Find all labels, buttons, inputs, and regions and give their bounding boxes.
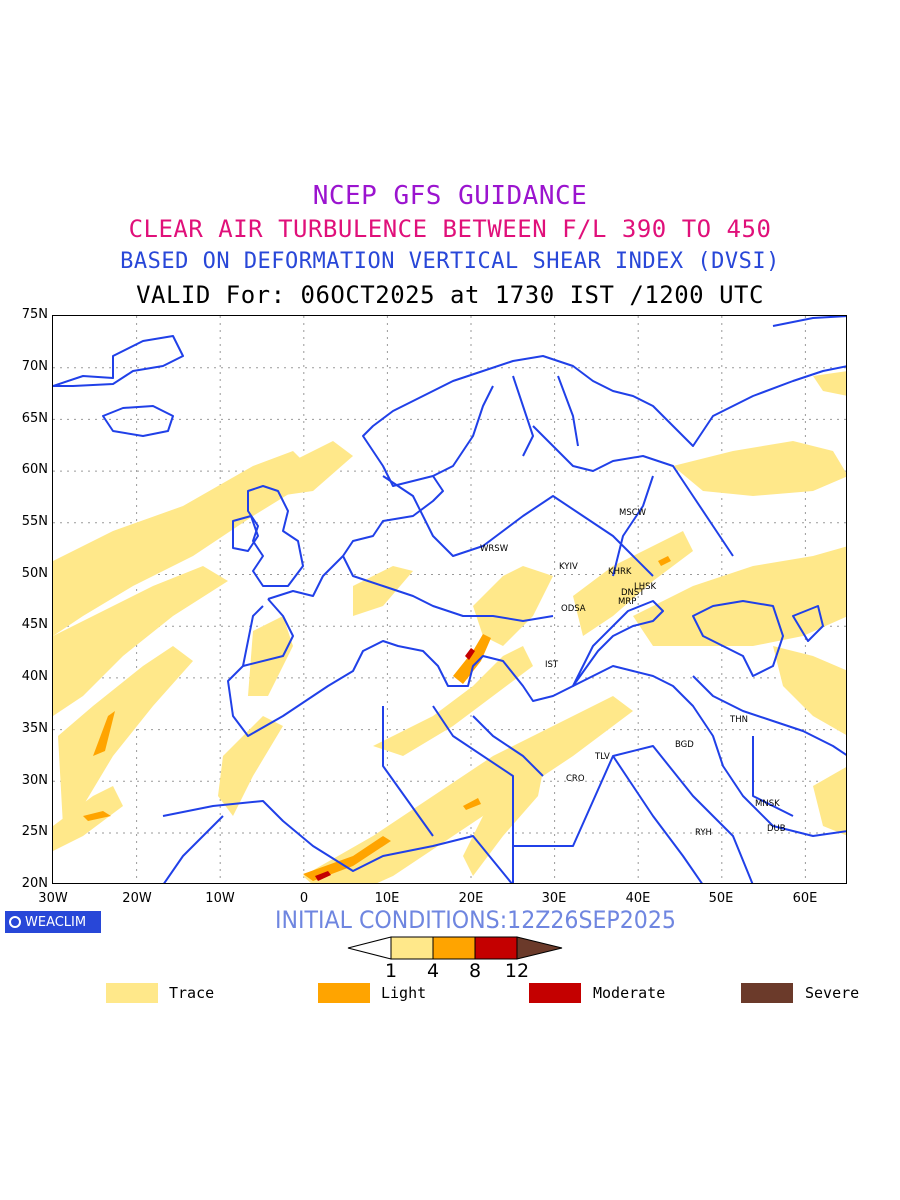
lon-label: 40E bbox=[625, 891, 651, 906]
city-label: MSCW bbox=[619, 508, 647, 518]
colorbar-tick: 12 bbox=[504, 960, 530, 982]
lon-label: 20E bbox=[458, 891, 484, 906]
city-label: MNSK bbox=[755, 799, 780, 809]
lat-label: 60N bbox=[21, 462, 48, 477]
legend-label-trace: Trace bbox=[169, 984, 215, 1002]
colorbar-right-arrow bbox=[516, 936, 563, 960]
lat-label: 55N bbox=[21, 514, 48, 529]
city-label: MRP bbox=[618, 597, 636, 607]
lat-label: 20N bbox=[21, 876, 48, 891]
weaclim-logo: WEACLIM bbox=[5, 911, 101, 933]
legend-swatch-light bbox=[318, 983, 370, 1003]
legend-label-light: Light bbox=[381, 984, 427, 1002]
trace-turbulence-areas bbox=[53, 371, 846, 883]
logo-text: WEACLIM bbox=[25, 914, 87, 930]
city-label: WRSW bbox=[480, 544, 509, 554]
initial-conditions: INITIAL CONDITIONS:12Z26SEP2025 bbox=[275, 906, 676, 934]
lat-label: 40N bbox=[21, 669, 48, 684]
city-label: KYIV bbox=[559, 562, 578, 572]
lat-label: 75N bbox=[21, 307, 48, 322]
map-area: MSCW WRSW KYIV KHRK LHSK DNST MRP ODSA IST THN BGD… bbox=[52, 315, 847, 884]
colorbar-moderate bbox=[474, 936, 518, 960]
lat-label: 65N bbox=[21, 411, 48, 426]
legend-swatch-moderate bbox=[529, 983, 581, 1003]
lat-label: 30N bbox=[21, 773, 48, 788]
coastlines-and-borders bbox=[53, 316, 846, 883]
lon-label: 10W bbox=[205, 891, 235, 906]
lat-label: 50N bbox=[21, 566, 48, 581]
lon-label: 0 bbox=[299, 891, 309, 906]
light-turbulence-areas bbox=[83, 556, 671, 881]
valid-time: VALID For: 06OCT2025 at 1730 IST /1200 U… bbox=[136, 281, 764, 309]
lon-label: 10E bbox=[374, 891, 400, 906]
lat-label: 25N bbox=[21, 824, 48, 839]
city-label: LHSK bbox=[634, 582, 657, 592]
colorbar-tick: 4 bbox=[426, 960, 440, 982]
city-label: IST bbox=[545, 660, 559, 670]
moderate-turbulence-areas bbox=[315, 648, 475, 881]
lon-label: 30E bbox=[541, 891, 567, 906]
lat-label: 45N bbox=[21, 617, 48, 632]
city-label: BGD bbox=[675, 740, 694, 750]
city-label: ODSA bbox=[561, 604, 586, 614]
colorbar bbox=[347, 936, 563, 960]
chart-subtitle: CLEAR AIR TURBULENCE BETWEEN F/L 390 TO … bbox=[128, 215, 772, 243]
colorbar-light bbox=[432, 936, 476, 960]
lon-label: 20W bbox=[122, 891, 152, 906]
chart-title: NCEP GFS GUIDANCE bbox=[312, 181, 588, 211]
legend-label-severe: Severe bbox=[805, 984, 860, 1002]
city-label: KHRK bbox=[608, 567, 632, 577]
city-label: THN bbox=[729, 715, 748, 725]
colorbar-trace bbox=[390, 936, 434, 960]
city-label: CRO bbox=[566, 774, 585, 784]
legend-label-moderate: Moderate bbox=[593, 984, 666, 1002]
lon-label: 50E bbox=[708, 891, 734, 906]
colorbar-tick: 8 bbox=[468, 960, 482, 982]
legend-swatch-severe bbox=[741, 983, 793, 1003]
colorbar-tick: 1 bbox=[384, 960, 398, 982]
city-label: TLV bbox=[594, 752, 610, 762]
lat-label: 35N bbox=[21, 721, 48, 736]
city-label: RYH bbox=[695, 828, 712, 838]
lon-label: 30W bbox=[38, 891, 68, 906]
colorbar-left-arrow bbox=[347, 936, 392, 960]
city-label: DNST bbox=[621, 588, 645, 598]
lon-label: 60E bbox=[792, 891, 818, 906]
city-label: DUB bbox=[767, 824, 786, 834]
method-line: BASED ON DEFORMATION VERTICAL SHEAR INDE… bbox=[120, 249, 780, 274]
legend-swatch-trace bbox=[106, 983, 158, 1003]
lat-label: 70N bbox=[21, 359, 48, 374]
logo-circle-icon bbox=[9, 916, 21, 928]
